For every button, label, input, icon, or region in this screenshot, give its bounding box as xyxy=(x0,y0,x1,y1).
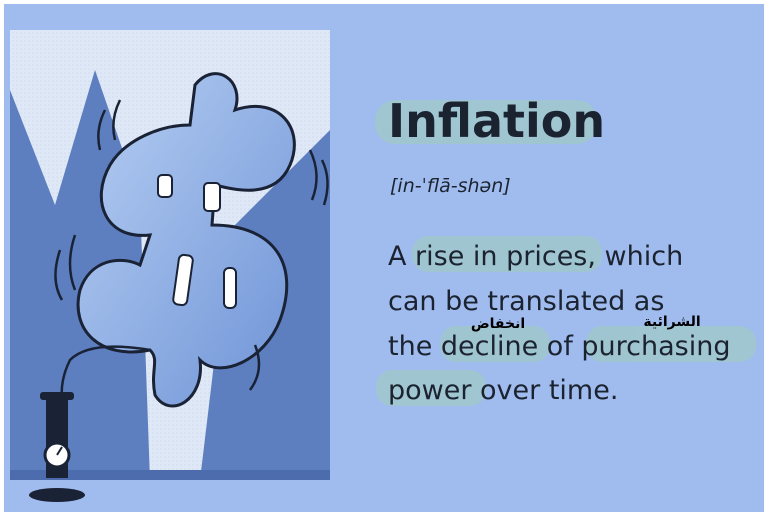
definition-line: can be translated as xyxy=(388,286,664,317)
definition-line: the decline of purchasing xyxy=(388,331,730,362)
term: Inflation xyxy=(388,94,605,148)
definition-line: power over time. xyxy=(388,375,618,406)
pronunciation: [in-ˈflā-shən] xyxy=(390,175,511,197)
illustration xyxy=(10,30,330,502)
definition-line: A rise in prices, which xyxy=(388,241,683,272)
card: Inflation [in-ˈflā-shən] A rise in price… xyxy=(0,0,768,516)
annotation: انخفاض xyxy=(471,316,525,332)
annotation: الشرائية xyxy=(643,314,700,330)
